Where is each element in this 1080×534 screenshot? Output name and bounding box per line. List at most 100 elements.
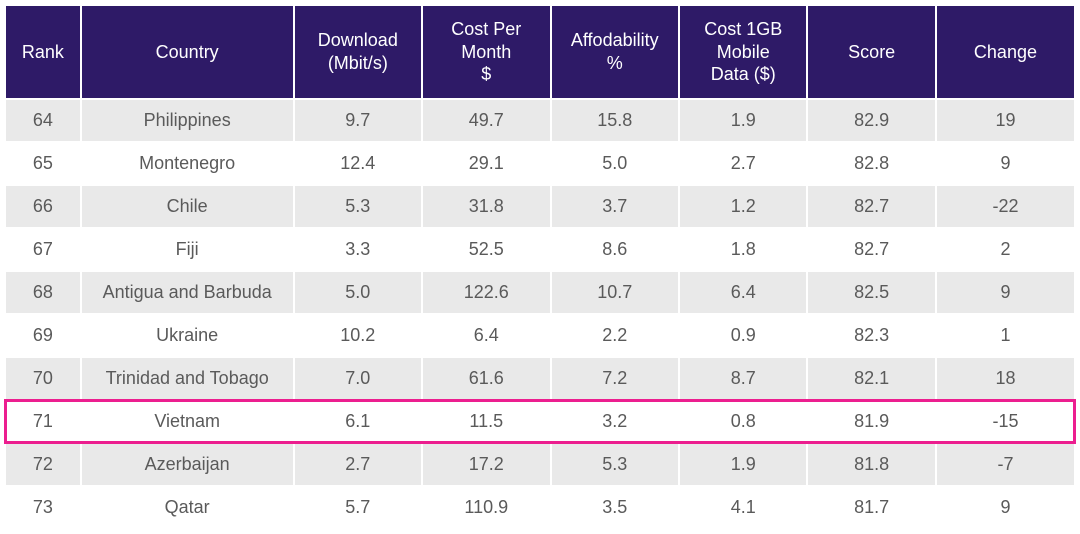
cell-change: 9	[937, 487, 1074, 528]
cell-download: 6.1	[295, 401, 421, 442]
cell-download: 2.7	[295, 444, 421, 485]
cell-country: Qatar	[82, 487, 293, 528]
cell-rank: 72	[6, 444, 80, 485]
col-header-cost1gb: Cost 1GBMobileData ($)	[680, 6, 806, 98]
cell-country: Antigua and Barbuda	[82, 272, 293, 313]
cell-afford: 10.7	[552, 272, 678, 313]
cell-cost1gb: 2.7	[680, 143, 806, 184]
table-row: 66Chile5.331.83.71.282.7-22	[6, 186, 1074, 227]
cell-score: 82.8	[808, 143, 934, 184]
cell-afford: 3.7	[552, 186, 678, 227]
cell-country: Philippines	[82, 100, 293, 141]
cell-change: -7	[937, 444, 1074, 485]
cell-score: 82.7	[808, 229, 934, 270]
cell-costmo: 61.6	[423, 358, 549, 399]
table-row: 64Philippines9.749.715.81.982.919	[6, 100, 1074, 141]
col-header-download: Download(Mbit/s)	[295, 6, 421, 98]
cell-afford: 15.8	[552, 100, 678, 141]
cell-afford: 5.0	[552, 143, 678, 184]
cell-costmo: 49.7	[423, 100, 549, 141]
col-header-afford: Affodability%	[552, 6, 678, 98]
cell-rank: 69	[6, 315, 80, 356]
table-body: 64Philippines9.749.715.81.982.91965Monte…	[6, 100, 1074, 528]
cell-rank: 71	[6, 401, 80, 442]
cell-download: 7.0	[295, 358, 421, 399]
table-head: Rank Country Download(Mbit/s) Cost PerMo…	[6, 6, 1074, 98]
cell-score: 81.7	[808, 487, 934, 528]
table-row: 70Trinidad and Tobago7.061.67.28.782.118	[6, 358, 1074, 399]
cell-afford: 5.3	[552, 444, 678, 485]
col-header-costmo: Cost PerMonth$	[423, 6, 549, 98]
cell-cost1gb: 1.9	[680, 100, 806, 141]
cell-country: Fiji	[82, 229, 293, 270]
cell-country: Trinidad and Tobago	[82, 358, 293, 399]
cell-costmo: 122.6	[423, 272, 549, 313]
cell-score: 82.1	[808, 358, 934, 399]
cell-score: 82.5	[808, 272, 934, 313]
cell-score: 82.9	[808, 100, 934, 141]
cell-cost1gb: 0.9	[680, 315, 806, 356]
col-header-change: Change	[937, 6, 1074, 98]
cell-costmo: 52.5	[423, 229, 549, 270]
cell-cost1gb: 6.4	[680, 272, 806, 313]
cell-change: 2	[937, 229, 1074, 270]
cell-change: 18	[937, 358, 1074, 399]
cell-costmo: 29.1	[423, 143, 549, 184]
cell-change: 9	[937, 143, 1074, 184]
cell-change: 9	[937, 272, 1074, 313]
cell-rank: 67	[6, 229, 80, 270]
cell-rank: 73	[6, 487, 80, 528]
cell-download: 10.2	[295, 315, 421, 356]
cell-rank: 68	[6, 272, 80, 313]
col-header-rank: Rank	[6, 6, 80, 98]
table-row: 68Antigua and Barbuda5.0122.610.76.482.5…	[6, 272, 1074, 313]
cell-country: Chile	[82, 186, 293, 227]
cell-costmo: 11.5	[423, 401, 549, 442]
cell-country: Vietnam	[82, 401, 293, 442]
cell-afford: 8.6	[552, 229, 678, 270]
cell-download: 5.3	[295, 186, 421, 227]
header-row: Rank Country Download(Mbit/s) Cost PerMo…	[6, 6, 1074, 98]
cell-costmo: 110.9	[423, 487, 549, 528]
col-header-country: Country	[82, 6, 293, 98]
cell-cost1gb: 0.8	[680, 401, 806, 442]
cell-score: 81.8	[808, 444, 934, 485]
cell-costmo: 17.2	[423, 444, 549, 485]
table-row: 65Montenegro12.429.15.02.782.89	[6, 143, 1074, 184]
cell-cost1gb: 4.1	[680, 487, 806, 528]
cell-change: 19	[937, 100, 1074, 141]
cell-change: -22	[937, 186, 1074, 227]
col-header-score: Score	[808, 6, 934, 98]
cell-country: Ukraine	[82, 315, 293, 356]
cell-rank: 65	[6, 143, 80, 184]
cell-cost1gb: 1.8	[680, 229, 806, 270]
table-row: 73Qatar5.7110.93.54.181.79	[6, 487, 1074, 528]
cell-change: 1	[937, 315, 1074, 356]
cell-cost1gb: 1.2	[680, 186, 806, 227]
cell-download: 3.3	[295, 229, 421, 270]
cell-rank: 66	[6, 186, 80, 227]
cell-rank: 70	[6, 358, 80, 399]
cell-afford: 7.2	[552, 358, 678, 399]
cell-score: 81.9	[808, 401, 934, 442]
cell-afford: 3.5	[552, 487, 678, 528]
table-row: 71Vietnam6.111.53.20.881.9-15	[6, 401, 1074, 442]
cell-score: 82.7	[808, 186, 934, 227]
cell-costmo: 31.8	[423, 186, 549, 227]
table-row: 69Ukraine10.26.42.20.982.31	[6, 315, 1074, 356]
table-row: 67Fiji3.352.58.61.882.72	[6, 229, 1074, 270]
ranking-table: Rank Country Download(Mbit/s) Cost PerMo…	[4, 4, 1076, 530]
cell-download: 12.4	[295, 143, 421, 184]
cell-country: Montenegro	[82, 143, 293, 184]
cell-download: 5.7	[295, 487, 421, 528]
cell-download: 5.0	[295, 272, 421, 313]
cell-country: Azerbaijan	[82, 444, 293, 485]
cell-costmo: 6.4	[423, 315, 549, 356]
cell-cost1gb: 1.9	[680, 444, 806, 485]
cell-afford: 3.2	[552, 401, 678, 442]
table-row: 72Azerbaijan2.717.25.31.981.8-7	[6, 444, 1074, 485]
cell-afford: 2.2	[552, 315, 678, 356]
cell-score: 82.3	[808, 315, 934, 356]
cell-rank: 64	[6, 100, 80, 141]
cell-cost1gb: 8.7	[680, 358, 806, 399]
